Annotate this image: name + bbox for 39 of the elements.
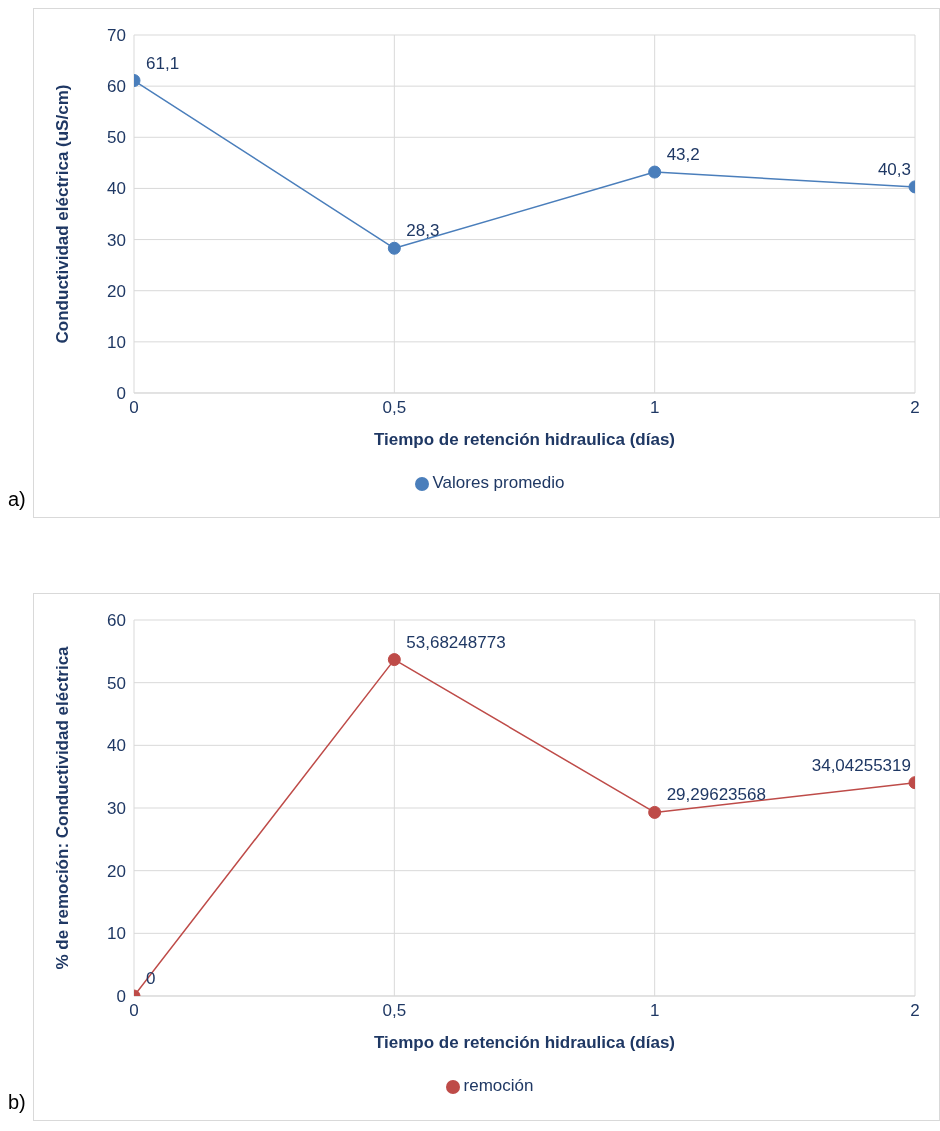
y-tick-label: 50 <box>107 673 126 693</box>
data-label: 28,3 <box>406 221 440 241</box>
data-label: 61,1 <box>146 53 180 73</box>
y-tick-label: 40 <box>107 736 126 756</box>
y-tick-label: 10 <box>107 332 126 352</box>
y-tick-label: 30 <box>107 230 126 250</box>
y-axis-title: Conductividad eléctrica (uS/cm) <box>53 84 73 344</box>
y-tick-label: 50 <box>107 128 126 148</box>
y-tick-label: 30 <box>107 799 126 819</box>
data-label: 29,29623568 <box>666 785 766 805</box>
y-tick-label: 10 <box>107 924 126 944</box>
y-axis-title: % de remoción: Conductividad eléctrica <box>53 645 73 970</box>
x-tick-label: 2 <box>910 1001 920 1021</box>
x-tick-label: 0,5 <box>382 398 407 418</box>
y-tick-label: 20 <box>107 861 126 881</box>
x-axis-title: Tiempo de retención hidraulica (días) <box>373 1033 676 1053</box>
data-label: 34,04255319 <box>811 755 911 775</box>
legend-label: remoción <box>463 1076 534 1095</box>
y-tick-label: 0 <box>116 987 126 1007</box>
x-tick-label: 0 <box>129 1001 139 1021</box>
x-tick-label: 2 <box>910 398 920 418</box>
y-tick-label: 20 <box>107 281 126 301</box>
data-label: 53,68248773 <box>406 632 506 652</box>
x-tick-label: 0,5 <box>382 1001 407 1021</box>
y-tick-label: 70 <box>107 26 126 46</box>
y-tick-label: 40 <box>107 179 126 199</box>
legend-label: Valores promedio <box>432 473 565 492</box>
y-tick-label: 60 <box>107 611 126 631</box>
x-tick-label: 1 <box>649 1001 660 1021</box>
text: b) <box>8 1091 26 1114</box>
y-tick-label: 60 <box>107 77 126 97</box>
data-label: 43,2 <box>666 145 700 165</box>
data-label: 0 <box>146 969 156 988</box>
x-axis-title: Tiempo de retención hidraulica (días) <box>373 430 676 450</box>
x-tick-label: 1 <box>649 398 660 418</box>
x-tick-label: 0 <box>129 398 139 418</box>
data-label: 40,3 <box>877 159 911 179</box>
y-tick-label: 0 <box>116 384 126 404</box>
text: a) <box>8 488 26 511</box>
